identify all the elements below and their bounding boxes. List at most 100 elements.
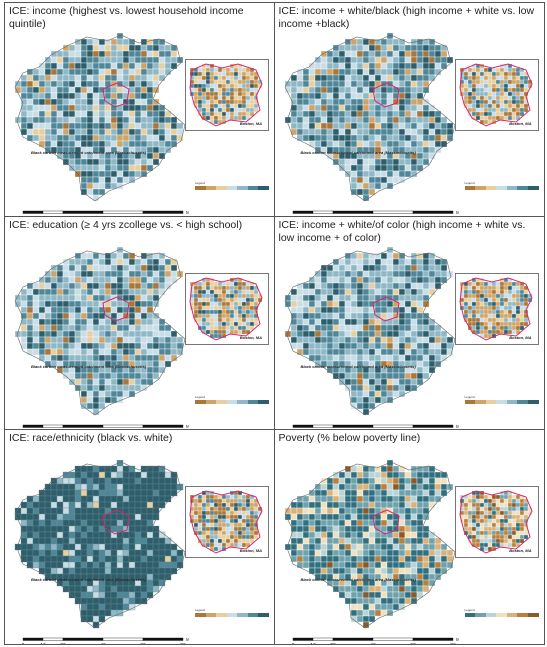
inset-tract bbox=[511, 495, 516, 500]
census-tract bbox=[68, 556, 76, 563]
census-tract bbox=[110, 568, 118, 575]
census-tract bbox=[56, 56, 64, 64]
census-tract bbox=[134, 62, 142, 70]
inset-tract bbox=[495, 111, 500, 117]
census-tract bbox=[356, 544, 363, 551]
census-tract bbox=[140, 496, 148, 503]
census-tract bbox=[104, 592, 112, 599]
census-tract bbox=[128, 110, 136, 118]
inset-tract bbox=[209, 523, 215, 528]
census-tract bbox=[362, 182, 369, 190]
inset-tract bbox=[491, 289, 496, 294]
census-tract bbox=[374, 484, 381, 491]
inset-tract bbox=[471, 91, 476, 97]
census-tract bbox=[140, 324, 148, 331]
census-tract bbox=[152, 134, 160, 142]
census-tract bbox=[326, 306, 333, 313]
inset-tract bbox=[245, 285, 251, 290]
census-tract bbox=[428, 580, 435, 587]
census-tract bbox=[350, 466, 357, 473]
inset-tract bbox=[201, 539, 207, 544]
inset-tract bbox=[515, 75, 520, 81]
inset-tract bbox=[515, 67, 520, 73]
inset-tract bbox=[201, 67, 207, 73]
census-tract bbox=[128, 270, 136, 277]
inset-tract bbox=[499, 503, 504, 508]
census-tract bbox=[104, 56, 112, 64]
census-tract bbox=[368, 300, 375, 307]
inset-tract bbox=[515, 297, 520, 302]
inset-tract bbox=[487, 325, 492, 330]
census-tract bbox=[26, 502, 34, 509]
inset-tract bbox=[507, 301, 512, 306]
census-tract bbox=[140, 122, 148, 130]
census-tract bbox=[392, 568, 399, 575]
census-tract bbox=[98, 176, 106, 184]
inset-tract bbox=[245, 515, 251, 520]
census-tract bbox=[128, 490, 136, 497]
census-tract bbox=[362, 134, 369, 142]
inset-tract bbox=[483, 103, 488, 109]
census-tract bbox=[86, 508, 94, 515]
census-tract bbox=[290, 520, 297, 527]
census-tract bbox=[110, 140, 118, 148]
inset-tract bbox=[205, 111, 211, 117]
census-tract bbox=[128, 598, 136, 605]
census-tract bbox=[152, 360, 160, 367]
census-tract bbox=[116, 170, 124, 178]
inset-tract bbox=[237, 515, 243, 520]
legend-swatch bbox=[517, 613, 528, 618]
census-tract bbox=[50, 56, 58, 64]
census-tract bbox=[164, 496, 172, 503]
inset-tract bbox=[515, 281, 520, 286]
census-tract bbox=[422, 50, 429, 58]
census-tract bbox=[350, 490, 357, 497]
inset-tract bbox=[245, 519, 251, 524]
census-tract bbox=[308, 562, 315, 569]
census-tract bbox=[422, 574, 429, 581]
inset-tract bbox=[245, 503, 251, 508]
inset-tract bbox=[205, 285, 211, 290]
census-tract bbox=[326, 538, 333, 545]
census-tract bbox=[386, 98, 393, 106]
census-tract bbox=[74, 556, 82, 563]
inset-tract bbox=[241, 527, 247, 532]
census-tract bbox=[86, 116, 94, 124]
census-tract bbox=[308, 294, 315, 301]
census-tract bbox=[416, 288, 423, 295]
census-tract bbox=[122, 56, 130, 64]
census-tract bbox=[392, 472, 399, 479]
census-tract bbox=[116, 460, 124, 467]
scale-tick-label: 0 bbox=[291, 643, 294, 644]
census-tract bbox=[308, 86, 315, 94]
census-tract bbox=[56, 270, 64, 277]
census-tract bbox=[122, 330, 130, 337]
inset-tract bbox=[217, 495, 223, 500]
census-tract bbox=[92, 104, 100, 112]
census-tract bbox=[356, 616, 363, 623]
census-tract bbox=[104, 104, 112, 112]
census-tract bbox=[152, 62, 160, 70]
census-tract bbox=[350, 264, 357, 271]
census-tract bbox=[350, 610, 357, 617]
census-tract bbox=[368, 472, 375, 479]
inset-tract bbox=[201, 519, 207, 524]
inset-tract bbox=[249, 289, 255, 294]
census-tract bbox=[386, 562, 393, 569]
inset-tract bbox=[209, 111, 215, 117]
inset-tract bbox=[217, 91, 223, 97]
inset-tract bbox=[495, 313, 500, 318]
census-tract bbox=[68, 276, 76, 283]
census-tract bbox=[446, 550, 453, 557]
inset-tract bbox=[471, 519, 476, 524]
census-tract bbox=[314, 312, 321, 319]
inset-tract bbox=[475, 107, 480, 113]
inset-tract bbox=[209, 527, 215, 532]
census-tract bbox=[314, 526, 321, 533]
census-tract bbox=[62, 478, 70, 485]
census-tract bbox=[98, 568, 106, 575]
census-tract bbox=[86, 390, 94, 397]
census-tract bbox=[122, 348, 130, 355]
census-tract bbox=[344, 378, 351, 385]
census-tract bbox=[152, 562, 160, 569]
